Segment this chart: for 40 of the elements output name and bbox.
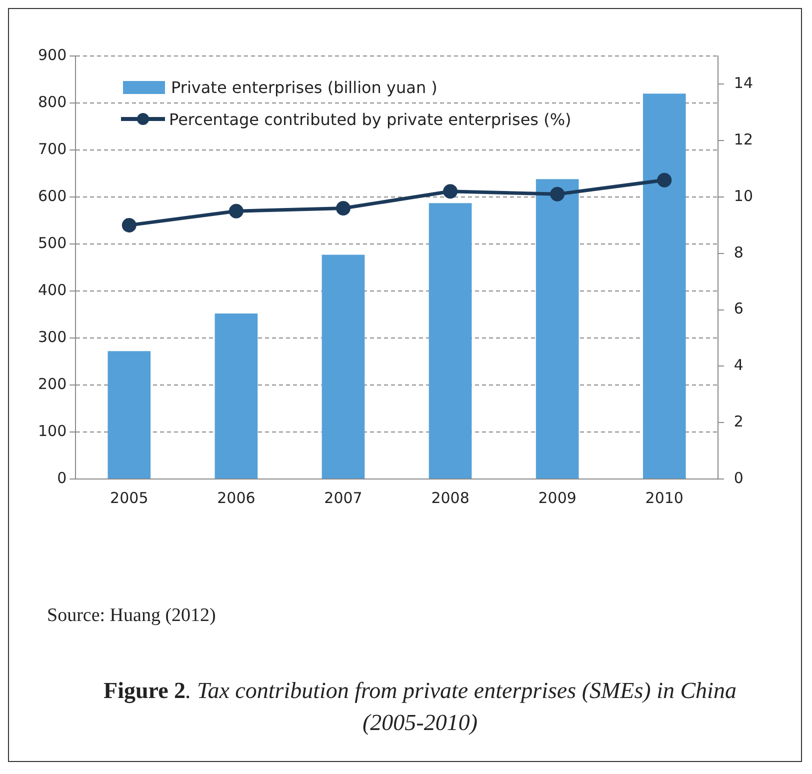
bar (322, 254, 365, 478)
bar (536, 179, 579, 478)
x-tick-label: 2008 (431, 488, 470, 507)
x-tick-label: 2010 (645, 488, 684, 507)
y2-tick-label: 14 (734, 74, 754, 92)
bar (428, 203, 472, 478)
y-tick-label: 400 (38, 280, 67, 299)
y-tick-label: 900 (38, 46, 67, 64)
x-tick-label: 2007 (324, 488, 362, 507)
text: Figure 2. Tax contribution from private enterprises (SMEs) in China (2005-2010) (104, 678, 736, 735)
y-tick-label: 0 (57, 468, 67, 487)
point (657, 172, 672, 188)
x-tick-label: 2005 (110, 488, 148, 507)
y2-tick-label: 4 (734, 356, 744, 374)
y-tick-label: 200 (38, 374, 67, 393)
source-note: Source: Huang (2012) (47, 605, 216, 627)
point (336, 201, 350, 216)
legend-label: Percentage contributed by private enterprises (%) (169, 110, 572, 128)
bar (108, 351, 151, 478)
point (550, 186, 565, 202)
x-tick-label: 2006 (217, 488, 256, 507)
y2-tick-label: 6 (734, 300, 744, 318)
y2-tick-label: 2 (734, 412, 744, 430)
y-tick-label: 700 (38, 140, 67, 158)
y-tick-label: 300 (38, 328, 67, 346)
x-tick-label: 2009 (538, 488, 576, 507)
point (122, 218, 136, 232)
y-tick-label: 500 (38, 234, 67, 252)
y-tick-label: 600 (38, 186, 67, 205)
y-tick-label: 100 (38, 422, 67, 440)
y2-tick-label: 12 (734, 130, 754, 148)
point (228, 204, 244, 218)
y-tick-label: 800 (38, 92, 67, 111)
legend-label: Private enterprises (billion yuan ) (171, 78, 438, 96)
y2-tick-label: 0 (734, 468, 744, 487)
bar (642, 94, 686, 478)
bar (214, 314, 258, 478)
point (443, 184, 458, 199)
y2-tick-label: 8 (734, 243, 744, 262)
y2-tick-label: 10 (734, 186, 754, 205)
